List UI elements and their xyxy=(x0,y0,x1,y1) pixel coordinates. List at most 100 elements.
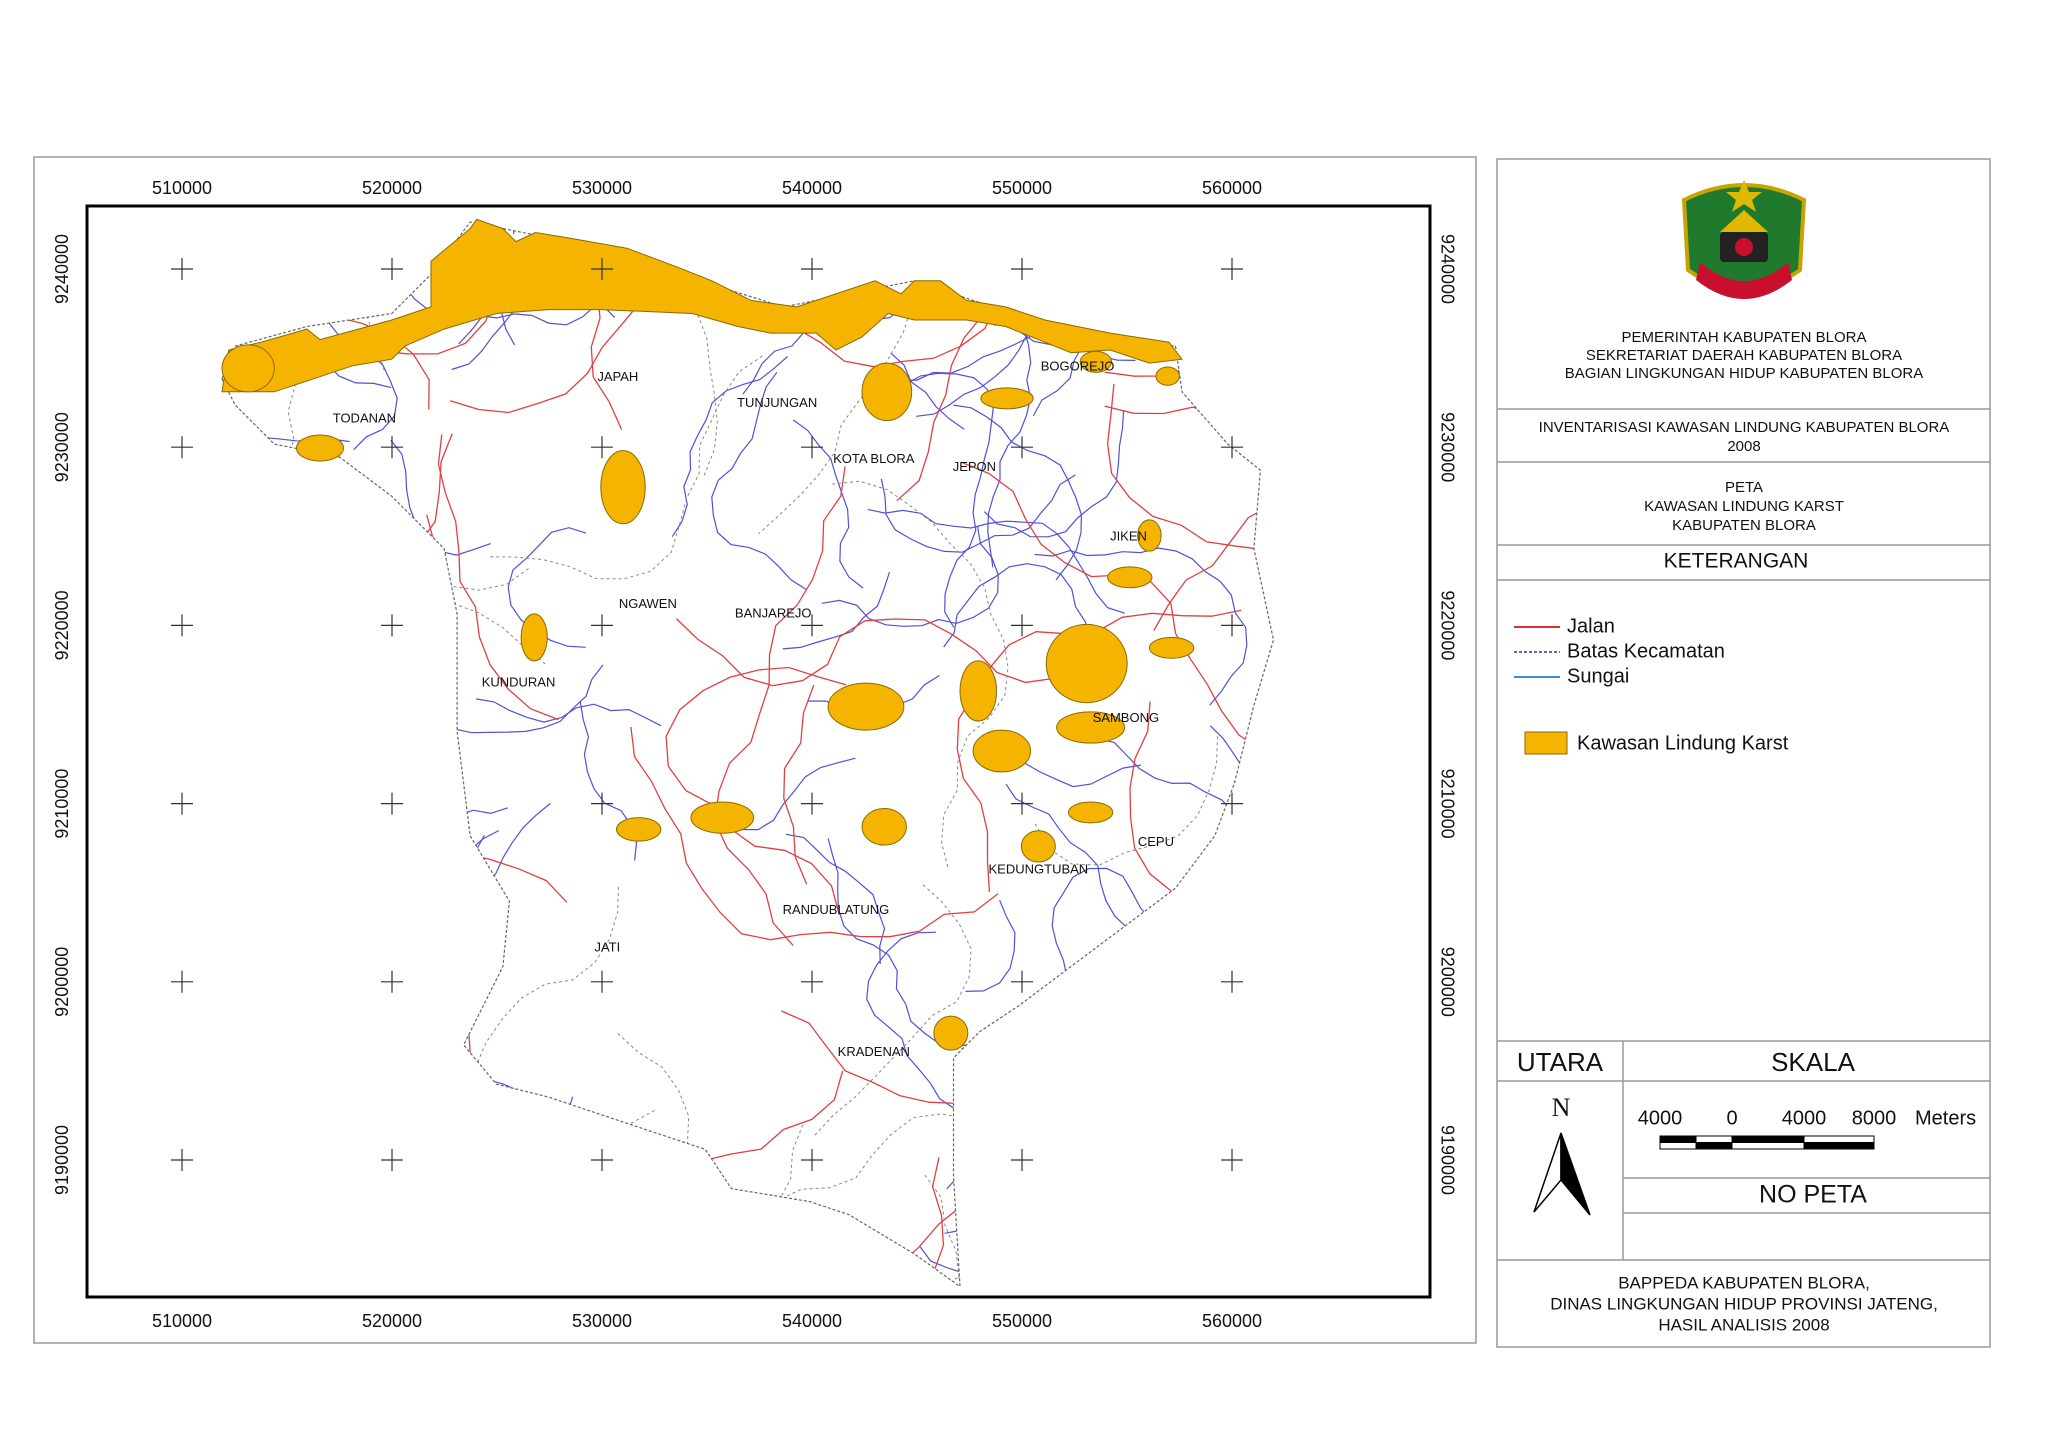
river xyxy=(890,352,965,430)
y-tick-label: 9220000 xyxy=(1437,590,1457,660)
legend-karst-symbol xyxy=(1524,731,1568,755)
grid-cross xyxy=(801,1149,823,1171)
project-line: INVENTARISASI KAWASAN LINDUNG KABUPATEN … xyxy=(1539,419,1950,436)
grid-cross xyxy=(591,1149,613,1171)
river xyxy=(1034,547,1248,706)
grid-cross xyxy=(171,970,193,993)
x-tick-label: 560000 xyxy=(1202,1311,1262,1331)
source-line: HASIL ANALISIS 2008 xyxy=(1658,1315,1829,1334)
place-name: BANJAREJO xyxy=(735,605,812,620)
place-name: BOGOREJO xyxy=(1041,358,1115,373)
map-frame-inner xyxy=(85,204,1432,1299)
grid-cross xyxy=(171,258,193,280)
grid-cross xyxy=(591,792,613,815)
scale-label: 4000 xyxy=(1638,1107,1683,1129)
scale-heading: SKALA xyxy=(1771,1047,1855,1077)
karst-area xyxy=(520,613,548,662)
road xyxy=(1153,391,1274,631)
district-boundary xyxy=(617,1033,1023,1202)
karst-area xyxy=(980,387,1034,410)
karst-area xyxy=(1020,830,1056,863)
grid-cross xyxy=(591,614,613,637)
grid-cross xyxy=(171,1149,193,1171)
place-name: KUNDURAN xyxy=(482,675,556,690)
project-line: 2008 xyxy=(1727,438,1760,455)
river xyxy=(785,833,886,965)
place-name: TUNJUNGAN xyxy=(737,395,817,410)
river xyxy=(965,899,1016,992)
x-tick-label: 560000 xyxy=(1202,178,1262,198)
grid-cross xyxy=(1221,970,1243,993)
y-tick-label: 9210000 xyxy=(52,769,72,839)
karst-area xyxy=(972,729,1032,773)
place-name: NGAWEN xyxy=(619,596,677,611)
road xyxy=(512,222,749,235)
road xyxy=(675,618,1082,687)
road xyxy=(917,1157,1132,1287)
agency-line: SEKRETARIAT DAERAH KABUPATEN BLORA xyxy=(1586,347,1902,364)
district-boundary xyxy=(814,882,972,1136)
place-name: JATI xyxy=(594,940,620,955)
place-name: JAPAH xyxy=(597,369,638,384)
karst-area xyxy=(1107,566,1153,589)
karst-areas xyxy=(221,218,1195,1051)
agency-line: PEMERINTAH KABUPATEN BLORA xyxy=(1621,329,1866,346)
legend-label: Sungai xyxy=(1567,665,1629,687)
grid-cross xyxy=(1011,258,1033,280)
grid-cross xyxy=(171,792,193,815)
scale-unit: Meters xyxy=(1915,1107,1976,1129)
road xyxy=(956,609,1242,893)
river xyxy=(987,292,1034,568)
karst-area xyxy=(600,450,646,525)
karst-area xyxy=(959,660,998,722)
y-tick-label: 9230000 xyxy=(1437,412,1457,482)
grid-cross xyxy=(1221,258,1243,280)
grid-cross xyxy=(1011,1149,1033,1171)
river xyxy=(476,698,662,727)
legend-label: Kawasan Lindung Karst xyxy=(1577,732,1789,754)
x-tick-label: 510000 xyxy=(152,1311,212,1331)
grid-cross xyxy=(801,258,823,280)
grid-cross xyxy=(1011,614,1033,637)
road xyxy=(783,684,815,885)
y-tick-label: 9230000 xyxy=(52,412,72,482)
karst-area xyxy=(827,682,905,731)
north-heading: UTARA xyxy=(1517,1047,1604,1077)
karst-area xyxy=(1079,350,1113,373)
road xyxy=(794,301,999,368)
y-tick-label: 9190000 xyxy=(52,1125,72,1195)
karst-area xyxy=(221,218,1183,393)
title-block xyxy=(1496,158,1991,1348)
grid-cross xyxy=(1221,614,1243,637)
place-name: TODANAN xyxy=(333,411,396,426)
north-label: N xyxy=(1552,1093,1571,1122)
place-name: CEPU xyxy=(1138,834,1174,849)
scale-bar xyxy=(1659,1135,1875,1150)
district-boundary xyxy=(1034,735,1218,866)
river xyxy=(792,419,864,589)
karst-area xyxy=(1056,711,1126,744)
karst-area xyxy=(1155,366,1180,386)
source-line: DINAS LINGKUNGAN HIDUP PROVINSI JATENG, xyxy=(1550,1294,1938,1313)
x-tick-label: 530000 xyxy=(572,1311,632,1331)
x-tick-label: 520000 xyxy=(362,1311,422,1331)
grid-cross xyxy=(1221,792,1243,815)
x-tick-label: 520000 xyxy=(362,178,422,198)
x-tick-label: 550000 xyxy=(992,178,1052,198)
legend-label: Batas Kecamatan xyxy=(1567,640,1725,662)
karst-area xyxy=(615,817,662,842)
x-tick-label: 540000 xyxy=(782,178,842,198)
place-name: SAMBONG xyxy=(1093,710,1159,725)
x-tick-label: 530000 xyxy=(572,178,632,198)
grid-cross xyxy=(381,792,403,815)
karst-area xyxy=(933,1015,969,1051)
district-boundary xyxy=(758,243,997,535)
scale-label: 0 xyxy=(1726,1107,1737,1129)
place-name: KRADENAN xyxy=(838,1044,910,1059)
logo xyxy=(1681,180,1807,299)
river xyxy=(983,410,1125,538)
place-name: RANDUBLATUNG xyxy=(783,902,890,917)
grid-cross xyxy=(1011,436,1033,459)
grid-cross xyxy=(381,970,403,993)
